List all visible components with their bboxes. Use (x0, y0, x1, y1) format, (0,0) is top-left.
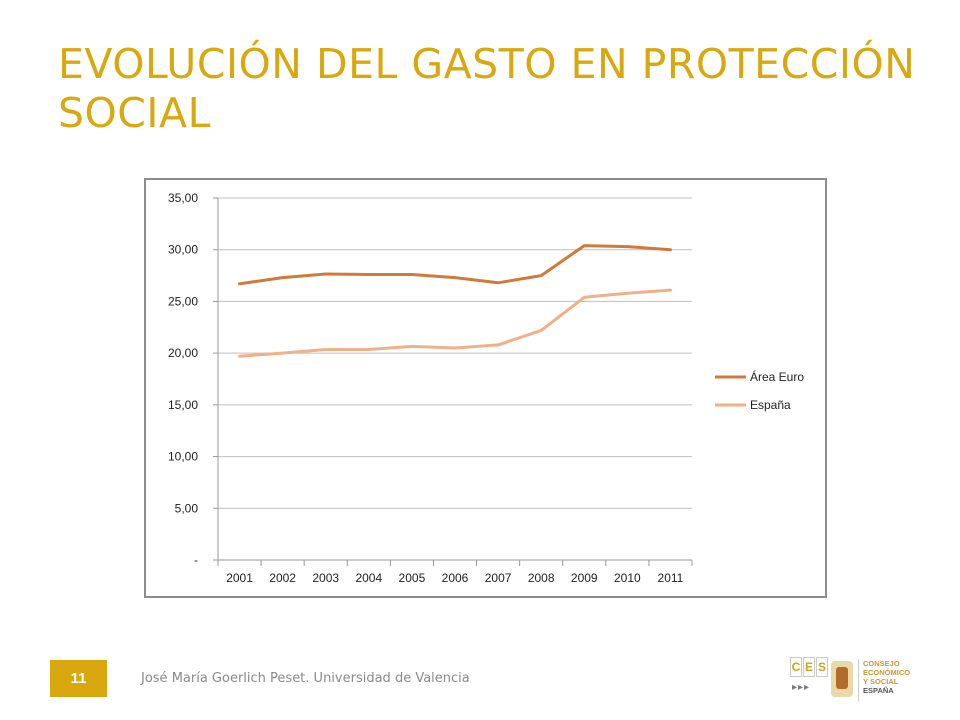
logo-arrows-icon: ▸▸▸ (792, 682, 811, 693)
logo-line-3: Y SOCIAL (863, 677, 899, 686)
y-tick-label-1: 30,00 (168, 243, 198, 257)
slide-title: EVOLUCIÓN DEL GASTO EN PROTECCIÓN SOCIAL (58, 40, 916, 137)
ces-logo: C E S ▸▸▸ CONSEJO ECONÓMICO Y SOCIAL ESP… (790, 657, 920, 703)
series-line-0 (238, 244, 672, 286)
y-tick-label-2: 25,00 (168, 294, 198, 308)
y-tick-label-7: - (194, 553, 198, 567)
ces-letters: C E S (790, 657, 828, 677)
legend-label-0: Área Euro (750, 369, 804, 384)
logo-line-1: CONSEJO (863, 659, 900, 668)
logo-letter-e: E (803, 657, 815, 677)
x-tick-label-4: 2005 (399, 571, 426, 585)
x-tick-label-7: 2008 (528, 571, 555, 585)
legend-label-1: España (750, 398, 791, 412)
logo-letter-c: C (790, 657, 802, 677)
x-tick-label-6: 2007 (485, 571, 512, 585)
x-tick-label-8: 2009 (571, 571, 598, 585)
logo-text: CONSEJO ECONÓMICO Y SOCIAL ESPAÑA (863, 659, 910, 695)
x-tick-label-5: 2006 (442, 571, 469, 585)
x-tick-label-3: 2004 (355, 571, 382, 585)
coat-of-arms-icon (831, 661, 853, 697)
y-tick-label-0: 35,00 (168, 191, 198, 205)
logo-divider (858, 659, 859, 701)
line-chart: 35,00 30,00 25,00 20,00 15,00 10,00 5,00 - 2001 2… (168, 191, 804, 585)
logo-line-2: ECONÓMICO (863, 668, 911, 677)
footer-author: José María Goerlich Peset. Universidad d… (141, 671, 470, 686)
y-tick-label-6: 5,00 (175, 501, 199, 515)
x-tick-label-1: 2002 (269, 571, 296, 585)
y-tick-label-4: 15,00 (168, 398, 198, 412)
x-tick-label-2: 2003 (312, 571, 339, 585)
page-number: 11 (50, 660, 107, 697)
logo-letter-s: S (816, 657, 828, 677)
chart-container: 35,00 30,00 25,00 20,00 15,00 10,00 5,00 - 2001 2… (144, 178, 827, 598)
x-tick-label-10: 2011 (658, 571, 684, 585)
x-tick-label-9: 2010 (614, 571, 641, 585)
x-tick-label-0: 2001 (226, 571, 253, 585)
logo-line-4: ESPAÑA (863, 686, 894, 695)
y-tick-label-5: 10,00 (168, 450, 198, 464)
y-tick-label-3: 20,00 (168, 346, 198, 360)
series-line-1 (238, 288, 672, 358)
